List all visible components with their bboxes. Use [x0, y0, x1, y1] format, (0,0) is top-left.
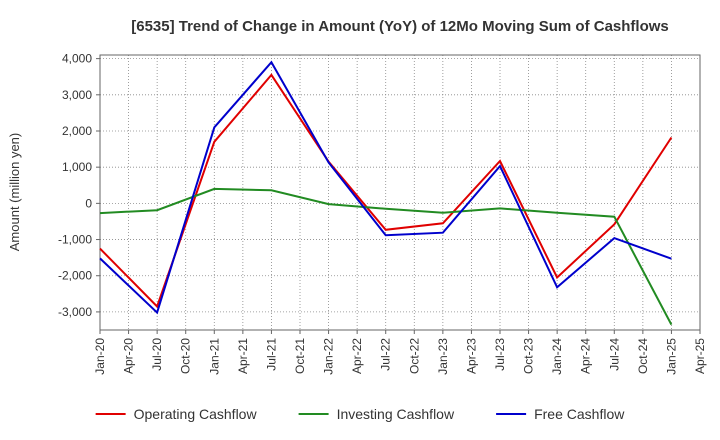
x-tick-label: Apr-24: [579, 338, 593, 374]
x-tick-label: Jan-23: [436, 338, 450, 375]
y-tick-label: 2,000: [62, 124, 92, 138]
y-tick-label: -1,000: [58, 233, 92, 247]
legend-label-free-cashflow: Free Cashflow: [534, 406, 625, 422]
x-tick-label: Jan-22: [322, 338, 336, 375]
x-tick-label: Jan-25: [664, 338, 678, 375]
plot-area: [99, 54, 701, 331]
y-tick-label: -3,000: [58, 305, 92, 319]
legend: Operating Cashflow Investing Cashflow Free…: [95, 406, 625, 422]
x-tick-label: Oct-23: [522, 338, 536, 374]
x-tick-label: Apr-25: [693, 338, 707, 374]
x-tick-label: Oct-24: [636, 338, 650, 374]
y-tick-label: -2,000: [58, 269, 92, 283]
x-tick-label: Jul-21: [264, 338, 278, 371]
x-tick-label: Jul-23: [493, 338, 507, 371]
x-tick-label: Jan-20: [93, 338, 107, 375]
x-tick-label: Jan-24: [550, 338, 564, 375]
x-tick-label: Oct-21: [293, 338, 307, 374]
x-tick-label: Oct-20: [179, 338, 193, 374]
series-lines: [99, 60, 673, 326]
y-axis-label: Amount (million yen): [7, 133, 22, 252]
y-tick-label: 1,000: [62, 160, 92, 174]
chart-title: [6535] Trend of Change in Amount (YoY) o…: [131, 18, 669, 35]
x-tick-label: Jul-22: [379, 338, 393, 371]
y-axis-ticks: 4,000 3,000 2,000 1,000 0 -1,000 -2,000 -3,000: [58, 52, 100, 319]
x-tick-label: Apr-22: [350, 338, 364, 374]
x-tick-label: Apr-21: [236, 338, 250, 374]
y-tick-label: 0: [85, 196, 92, 210]
series-line-free-cashflow: [99, 60, 672, 315]
x-tick-label: Apr-20: [122, 338, 136, 374]
x-tick-label: Apr-23: [464, 338, 478, 374]
legend-label-investing-cashflow: Investing Cashflow: [337, 406, 455, 422]
x-tick-label: Jul-20: [150, 338, 164, 371]
grid: [100, 55, 700, 330]
legend-label-operating-cashflow: Operating Cashflow: [134, 406, 258, 422]
x-tick-label: Jul-24: [607, 338, 621, 371]
series-line-investing-cashflow: [99, 187, 673, 326]
x-tick-label: Jan-21: [207, 338, 221, 375]
y-tick-label: 4,000: [62, 52, 92, 66]
y-tick-label: 3,000: [62, 88, 92, 102]
x-tick-label: Oct-22: [407, 338, 421, 374]
x-axis-ticks: Jan-20 Apr-20 Jul-20 Oct-20 Jan-21 Apr-21 Jul-…: [93, 330, 707, 375]
